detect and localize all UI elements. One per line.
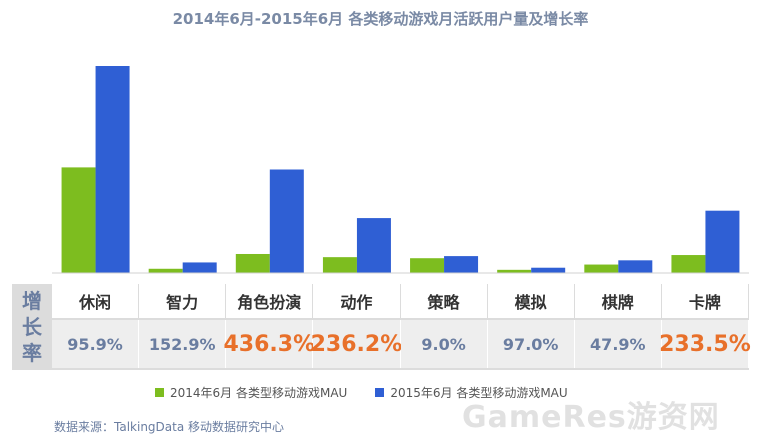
bar-2015-0	[95, 66, 130, 273]
category-label: 动作	[313, 284, 401, 318]
growth-rate-value: 97.0%	[487, 320, 575, 368]
growth-row-header-char: 率	[22, 341, 42, 365]
category-label: 休闲	[52, 284, 140, 318]
category-label: 智力	[139, 284, 227, 318]
growth-rate-value: 9.0%	[400, 320, 488, 368]
growth-rate-value: 233.5%	[659, 320, 751, 368]
legend: 2014年6月 各类型移动游戏MAU 2015年6月 各类型移动游戏MAU	[155, 384, 568, 400]
legend-swatch-2014	[155, 387, 164, 397]
growth-rate-value: 95.9%	[52, 320, 140, 368]
category-label: 策略	[400, 284, 488, 318]
bar-2014-1	[148, 268, 183, 273]
bar-2015-3	[356, 218, 391, 273]
bar-2014-0	[61, 167, 96, 273]
growth-row-header-char: 长	[22, 315, 42, 339]
bar-chart	[52, 66, 749, 274]
bar-2015-1	[182, 262, 217, 273]
legend-item-2015: 2015年6月 各类型移动游戏MAU	[375, 384, 568, 401]
bar-2015-4	[444, 256, 479, 273]
bar-2015-6	[618, 260, 653, 273]
bar-2014-6	[584, 264, 619, 273]
bar-2014-2	[235, 253, 270, 273]
growth-row-header-char: 增	[22, 289, 42, 313]
legend-label-2014: 2014年6月 各类型移动游戏MAU	[170, 385, 348, 400]
bar-2015-2	[269, 169, 304, 273]
growth-rate-value: 152.9%	[139, 320, 227, 368]
chart-title: 2014年6月-2015年6月 各类移动游戏月活跃用户量及增长率	[172, 10, 589, 28]
growth-row-header: 增长率	[12, 284, 52, 370]
growth-rate-value: 236.2%	[311, 320, 402, 368]
bar-2014-7	[671, 255, 706, 273]
legend-swatch-2015	[375, 387, 385, 397]
category-label: 棋牌	[574, 284, 662, 318]
legend-item-2014: 2014年6月 各类型移动游戏MAU	[155, 384, 347, 401]
category-label: 模拟	[487, 284, 575, 318]
data-source: 数据来源：TalkingData 移动数据研究中心	[54, 420, 285, 434]
bar-2014-4	[410, 258, 445, 273]
legend-label-2015: 2015年6月 各类型移动游戏MAU	[390, 385, 568, 400]
watermark: GameRes游资网	[462, 400, 720, 435]
category-label: 角色扮演	[226, 284, 314, 318]
growth-rate-value: 436.3%	[224, 320, 315, 368]
bar-2014-5	[497, 269, 532, 273]
bar-2015-7	[705, 210, 740, 273]
growth-table: 增长率 休闲 95.9% 智力 152.9% 角色扮演 436.3% 动作 236.2% 策略 9…	[12, 284, 751, 370]
bar-2014-3	[322, 257, 357, 273]
category-label: 卡牌	[661, 284, 749, 318]
bar-2015-5	[531, 267, 566, 273]
growth-rate-value: 47.9%	[574, 320, 662, 368]
